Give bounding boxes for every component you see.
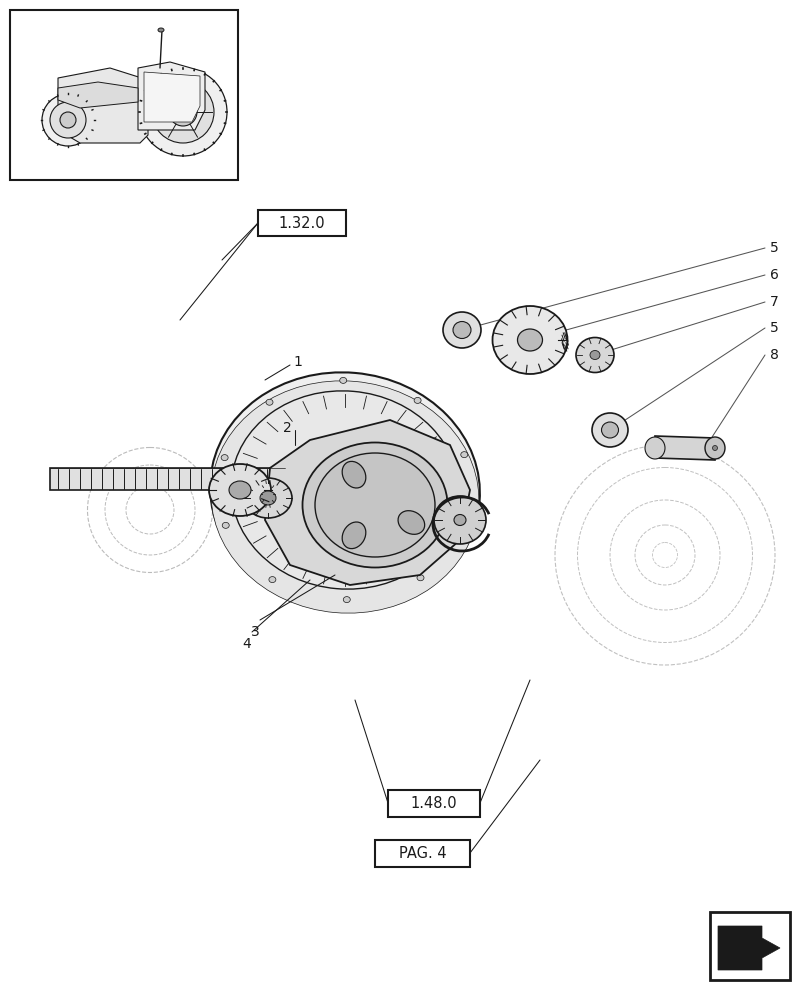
Ellipse shape bbox=[461, 519, 468, 525]
Bar bbox=[388, 790, 479, 817]
Ellipse shape bbox=[341, 522, 366, 549]
Ellipse shape bbox=[60, 112, 76, 128]
Ellipse shape bbox=[243, 478, 292, 518]
Text: 7: 7 bbox=[769, 295, 778, 309]
Ellipse shape bbox=[231, 391, 458, 589]
Text: 5: 5 bbox=[769, 241, 778, 255]
Text: 1.32.0: 1.32.0 bbox=[278, 216, 325, 231]
Polygon shape bbox=[717, 926, 779, 970]
Ellipse shape bbox=[303, 442, 447, 568]
Ellipse shape bbox=[266, 399, 272, 405]
Text: 2: 2 bbox=[283, 421, 292, 435]
Polygon shape bbox=[144, 72, 200, 122]
Text: 8: 8 bbox=[769, 348, 778, 362]
Ellipse shape bbox=[453, 514, 466, 526]
Ellipse shape bbox=[268, 577, 276, 583]
Text: 1.48.0: 1.48.0 bbox=[410, 796, 457, 811]
Ellipse shape bbox=[417, 575, 423, 581]
Ellipse shape bbox=[704, 437, 724, 459]
Polygon shape bbox=[58, 82, 138, 108]
Ellipse shape bbox=[42, 94, 94, 146]
Ellipse shape bbox=[139, 68, 227, 156]
Bar bbox=[258, 210, 345, 236]
Ellipse shape bbox=[575, 338, 613, 372]
Text: 6: 6 bbox=[769, 268, 778, 282]
Ellipse shape bbox=[601, 422, 618, 438]
Ellipse shape bbox=[443, 312, 480, 348]
Bar bbox=[10, 10, 238, 180]
Text: PAG. 4: PAG. 4 bbox=[398, 846, 446, 861]
Bar bbox=[709, 912, 789, 980]
Polygon shape bbox=[264, 420, 470, 585]
Ellipse shape bbox=[492, 306, 567, 374]
Polygon shape bbox=[654, 436, 714, 460]
Ellipse shape bbox=[260, 491, 276, 505]
Ellipse shape bbox=[460, 452, 467, 458]
Text: 1: 1 bbox=[293, 355, 302, 369]
Text: 4: 4 bbox=[242, 637, 251, 651]
Ellipse shape bbox=[433, 496, 486, 544]
Ellipse shape bbox=[50, 102, 86, 138]
Ellipse shape bbox=[644, 437, 664, 459]
Ellipse shape bbox=[222, 522, 229, 528]
Ellipse shape bbox=[210, 372, 479, 608]
Text: 3: 3 bbox=[251, 625, 259, 639]
Ellipse shape bbox=[711, 446, 717, 450]
Ellipse shape bbox=[315, 453, 435, 557]
Polygon shape bbox=[138, 62, 204, 130]
Ellipse shape bbox=[591, 413, 627, 447]
Ellipse shape bbox=[397, 511, 424, 534]
Ellipse shape bbox=[229, 481, 251, 499]
Ellipse shape bbox=[414, 397, 421, 403]
Ellipse shape bbox=[590, 351, 599, 360]
Polygon shape bbox=[50, 468, 285, 490]
Ellipse shape bbox=[152, 81, 214, 143]
Ellipse shape bbox=[339, 377, 346, 383]
Ellipse shape bbox=[208, 464, 271, 516]
Bar bbox=[375, 840, 470, 867]
Polygon shape bbox=[58, 68, 148, 143]
Ellipse shape bbox=[343, 597, 350, 603]
Ellipse shape bbox=[221, 455, 228, 461]
Ellipse shape bbox=[158, 28, 164, 32]
Text: 5: 5 bbox=[769, 321, 778, 335]
Ellipse shape bbox=[517, 329, 542, 351]
Ellipse shape bbox=[453, 322, 470, 338]
Ellipse shape bbox=[169, 98, 197, 126]
Ellipse shape bbox=[211, 381, 478, 613]
Ellipse shape bbox=[341, 461, 366, 488]
